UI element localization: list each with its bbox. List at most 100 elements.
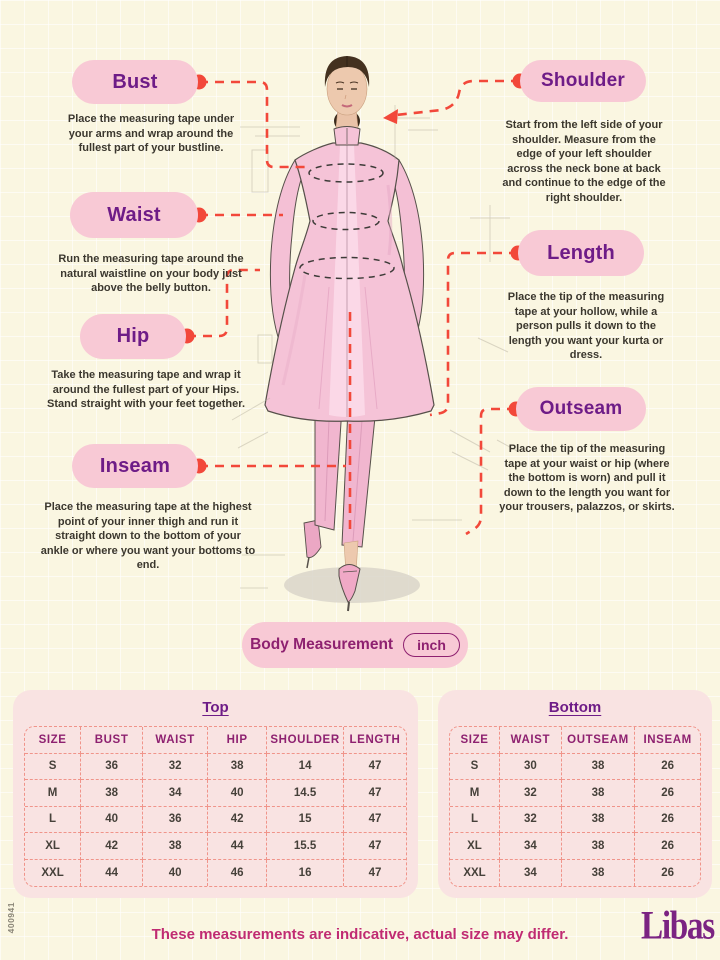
table-cell: 38: [561, 806, 636, 833]
inseam-description: Place the measuring tape at the highest …: [40, 501, 256, 572]
table-cell: SIZE: [450, 727, 500, 754]
table-cell: 34: [500, 833, 562, 860]
top-size-panel: Top SIZE BUST WAIST HIP SHOULDER LENGTH S 36 32 3…: [13, 690, 418, 898]
waist-label: Waist: [107, 203, 161, 226]
bust-label: Bust: [112, 70, 158, 93]
outseam-description: Place the tip of the measuring tape at y…: [499, 443, 675, 514]
table-cell: INSEAM: [635, 727, 700, 754]
table-cell: 42: [81, 833, 144, 860]
waist-label-pill: Waist: [70, 192, 198, 238]
bust-description: Place the measuring tape under your arms…: [67, 113, 235, 155]
table-cell: WAIST: [143, 727, 209, 754]
table-cell: 34: [500, 859, 562, 886]
table-cell: L: [25, 806, 82, 833]
bottom-size-panel: Bottom SIZE WAIST OUTSEAM INSEAM S 30 38 26 M 32 3…: [438, 690, 712, 898]
table-cell: XL: [25, 833, 82, 860]
table-cell: 40: [208, 780, 268, 807]
table-cell: 36: [81, 753, 144, 780]
table-cell: 16: [267, 859, 344, 886]
length-label-pill: Length: [518, 230, 644, 276]
table-cell: 47: [343, 754, 406, 780]
table-cell: 38: [208, 753, 268, 780]
bottom-table-title: Bottom: [548, 699, 602, 716]
table-cell: 38: [81, 780, 144, 807]
table-cell: S: [450, 753, 500, 780]
table-cell: 47: [343, 807, 406, 833]
table-cell: 46: [208, 859, 268, 886]
table-cell: 38: [143, 833, 209, 860]
top-table-border: SIZE BUST WAIST HIP SHOULDER LENGTH S 36 32 38 14 4…: [24, 726, 407, 887]
table-cell: 32: [500, 780, 562, 807]
body-measurement-label: Body Measurement: [250, 636, 394, 653]
table-cell: 26: [635, 780, 700, 807]
table-cell: 32: [500, 806, 562, 833]
table-cell: BUST: [81, 727, 144, 754]
shoulder-description: Start from the left side of your shoulde…: [502, 119, 666, 204]
table-cell: SIZE: [25, 727, 82, 754]
hip-description: Take the measuring tape and wrap it arou…: [46, 369, 246, 411]
table-cell: 34: [143, 780, 209, 807]
bottom-table-border: SIZE WAIST OUTSEAM INSEAM S 30 38 26 M 32 38 26 L 32 3…: [449, 726, 701, 887]
table-cell: 26: [635, 833, 700, 860]
table-cell: 40: [81, 806, 144, 833]
length-description: Place the tip of the measuring tape at y…: [507, 291, 665, 362]
table-cell: XXL: [25, 859, 82, 886]
shoulder-label: Shoulder: [541, 70, 625, 91]
table-cell: 38: [561, 833, 636, 860]
style-code: 400941: [6, 902, 16, 934]
table-cell: HIP: [208, 727, 268, 754]
table-cell: 47: [343, 780, 406, 807]
table-cell: XXL: [450, 859, 500, 886]
shoulder-arrowhead: [383, 109, 398, 124]
table-cell: 38: [561, 753, 636, 780]
table-cell: 30: [500, 753, 562, 780]
table-cell: 14: [267, 753, 344, 780]
bottom-size-table: SIZE WAIST OUTSEAM INSEAM S 30 38 26 M 32 38 26 L 32 3…: [450, 727, 700, 886]
table-cell: M: [450, 780, 500, 807]
table-cell: 26: [635, 807, 700, 833]
inseam-label-pill: Inseam: [72, 444, 198, 488]
table-cell: XL: [450, 833, 500, 860]
unit-badge: inch: [403, 633, 460, 657]
outseam-label: Outseam: [539, 398, 623, 419]
table-cell: 26: [635, 754, 700, 780]
floor-shadow: [284, 567, 420, 603]
pencil-sketch-marks: [231, 105, 520, 589]
top-size-table: SIZE BUST WAIST HIP SHOULDER LENGTH S 36 32 38 14 4…: [25, 727, 406, 886]
table-cell: 32: [143, 753, 209, 780]
hip-measure-line: [299, 256, 395, 280]
table-cell: 14.5: [267, 780, 344, 807]
table-cell: S: [25, 753, 82, 780]
table-cell: 44: [208, 833, 268, 860]
shoulder-label-pill: Shoulder: [520, 60, 646, 102]
table-cell: 38: [562, 859, 636, 886]
hip-label: Hip: [116, 325, 150, 347]
shoulder-connector: [395, 79, 520, 117]
model-illustration: [264, 56, 435, 612]
brand-logo: Libas: [641, 904, 715, 949]
table-cell: 40: [143, 859, 209, 886]
table-cell: 42: [208, 806, 268, 833]
table-cell: SHOULDER: [267, 727, 344, 754]
table-cell: 47: [368, 866, 382, 879]
bust-measure-line: [308, 163, 384, 183]
table-cell: WAIST: [500, 727, 562, 754]
disclaimer-note: These measurements are indicative, actua…: [151, 926, 569, 943]
table-cell: 36: [143, 806, 209, 833]
table-cell: 26: [661, 866, 675, 879]
table-cell: M: [25, 780, 82, 807]
outseam-label-pill: Outseam: [516, 387, 646, 431]
hip-label-pill: Hip: [80, 314, 186, 359]
table-cell: LENGTH: [343, 727, 406, 754]
waist-description: Run the measuring tape around the natura…: [58, 253, 244, 295]
top-table-title: Top: [202, 699, 229, 716]
bust-label-pill: Bust: [72, 60, 198, 104]
body-measurement-bar: Body Measurement inch: [242, 622, 468, 668]
table-cell: 47: [343, 833, 406, 860]
table-cell: L: [450, 806, 500, 833]
table-cell: 15: [267, 806, 344, 833]
waist-measure-line: [312, 211, 380, 231]
table-cell: 44: [81, 859, 144, 886]
table-cell: 15.5: [267, 833, 344, 860]
